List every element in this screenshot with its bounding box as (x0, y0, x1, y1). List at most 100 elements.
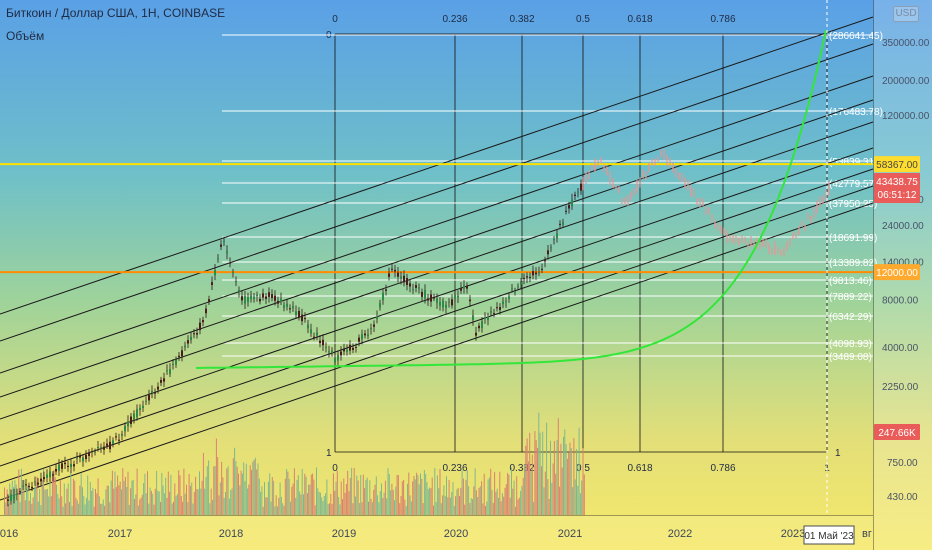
candle-body (328, 351, 330, 353)
candle-body (400, 276, 402, 279)
candle-faded (636, 180, 638, 194)
volume-bar (48, 496, 50, 515)
candle-body (100, 447, 102, 449)
volume-bar (43, 468, 44, 515)
volume-bar (152, 493, 154, 515)
volume-bar (218, 495, 220, 515)
volume-bar (412, 481, 414, 515)
volume-bar (429, 487, 431, 515)
candle-body (136, 409, 138, 418)
volume-bar (351, 467, 353, 515)
volume-bar (108, 485, 109, 515)
volume-bar (498, 497, 499, 515)
candle-faded (681, 172, 683, 183)
volume-bar (576, 449, 577, 515)
candle-faded (651, 158, 653, 166)
volume-bar (503, 496, 505, 515)
volume-bar (526, 438, 528, 515)
candle-body (208, 299, 210, 302)
volume-bar (4, 487, 5, 515)
volume-bar (22, 490, 24, 515)
volume-bar (174, 483, 176, 515)
volume-bar (299, 491, 301, 515)
fib-price-label: (9813.46) (829, 276, 872, 287)
volume-bar (136, 468, 138, 515)
volume-bar (570, 448, 572, 515)
volume-bar (418, 484, 420, 515)
volume-bar (455, 496, 457, 515)
volume-bar (228, 498, 230, 515)
volume-bar (481, 481, 483, 515)
candle-faded (807, 212, 809, 221)
volume-bar (390, 490, 392, 515)
volume-bar (31, 503, 33, 515)
candle-faded (600, 156, 602, 164)
candle-faded (660, 149, 662, 157)
candle-body (289, 308, 291, 310)
volume-bar (269, 473, 271, 515)
candle-faded (702, 198, 704, 207)
volume-bar (539, 432, 541, 515)
candle-body (247, 296, 249, 303)
candle-body (202, 319, 204, 323)
candle-body (22, 485, 24, 487)
candle-body (112, 440, 114, 444)
candle-body (58, 464, 60, 471)
candle-body (403, 275, 405, 283)
volume-bar (547, 479, 549, 515)
time-axis[interactable] (0, 515, 873, 551)
volume-bar (569, 442, 571, 515)
volume-bar (433, 505, 434, 515)
candle-body (559, 223, 561, 225)
cursor-date-box (803, 525, 855, 545)
price-axis[interactable] (873, 0, 932, 550)
volume-bar (511, 467, 512, 515)
candle-faded (585, 171, 587, 184)
candle-body (193, 333, 195, 335)
volume-bar (371, 502, 373, 515)
candle-body (319, 340, 321, 344)
volume-bar (301, 469, 303, 515)
volume-bar (540, 466, 542, 515)
volume-bar (339, 504, 341, 515)
volume-bar (27, 485, 29, 515)
volume-bar (106, 485, 108, 515)
candle-faded (705, 206, 707, 215)
volume-indicator-label[interactable]: Объём (6, 29, 45, 43)
currency-button[interactable]: USD (893, 6, 919, 22)
volume-bar (434, 468, 436, 515)
candle-body (97, 447, 99, 449)
volume-bar (188, 473, 190, 515)
volume-bar (275, 495, 277, 515)
symbol-title[interactable]: Биткоин / Доллар США, 1H, COINBASE (6, 6, 226, 20)
volume-bar (386, 498, 388, 515)
volume-bar (456, 489, 458, 515)
volume-bar (221, 461, 223, 515)
volume-bar (582, 448, 584, 515)
volume-bar (399, 503, 401, 515)
candle-faded (777, 246, 779, 255)
candle-body (256, 294, 258, 296)
candle-body (250, 295, 252, 300)
candle-body (94, 451, 96, 453)
volume-bar (96, 493, 98, 515)
price-badge-current-text: 43438.75 (876, 177, 918, 188)
candle-body (373, 324, 375, 327)
candle-faded (687, 179, 689, 191)
candle-faded (786, 241, 788, 251)
candle-body (478, 325, 480, 329)
fib-time-top-label: 0.618 (627, 14, 652, 25)
candle-body (19, 491, 21, 493)
candle-body (49, 471, 51, 478)
candle-faded (714, 220, 716, 229)
volume-bar (553, 440, 555, 515)
candle-body (562, 222, 564, 225)
growth-curve (195, 29, 827, 369)
volume-bar (362, 474, 364, 515)
volume-bar (282, 503, 284, 515)
volume-badge-text: 247.66K (878, 428, 916, 439)
volume-bar (366, 477, 368, 515)
fib-price-label: (37950.25) (829, 199, 877, 210)
